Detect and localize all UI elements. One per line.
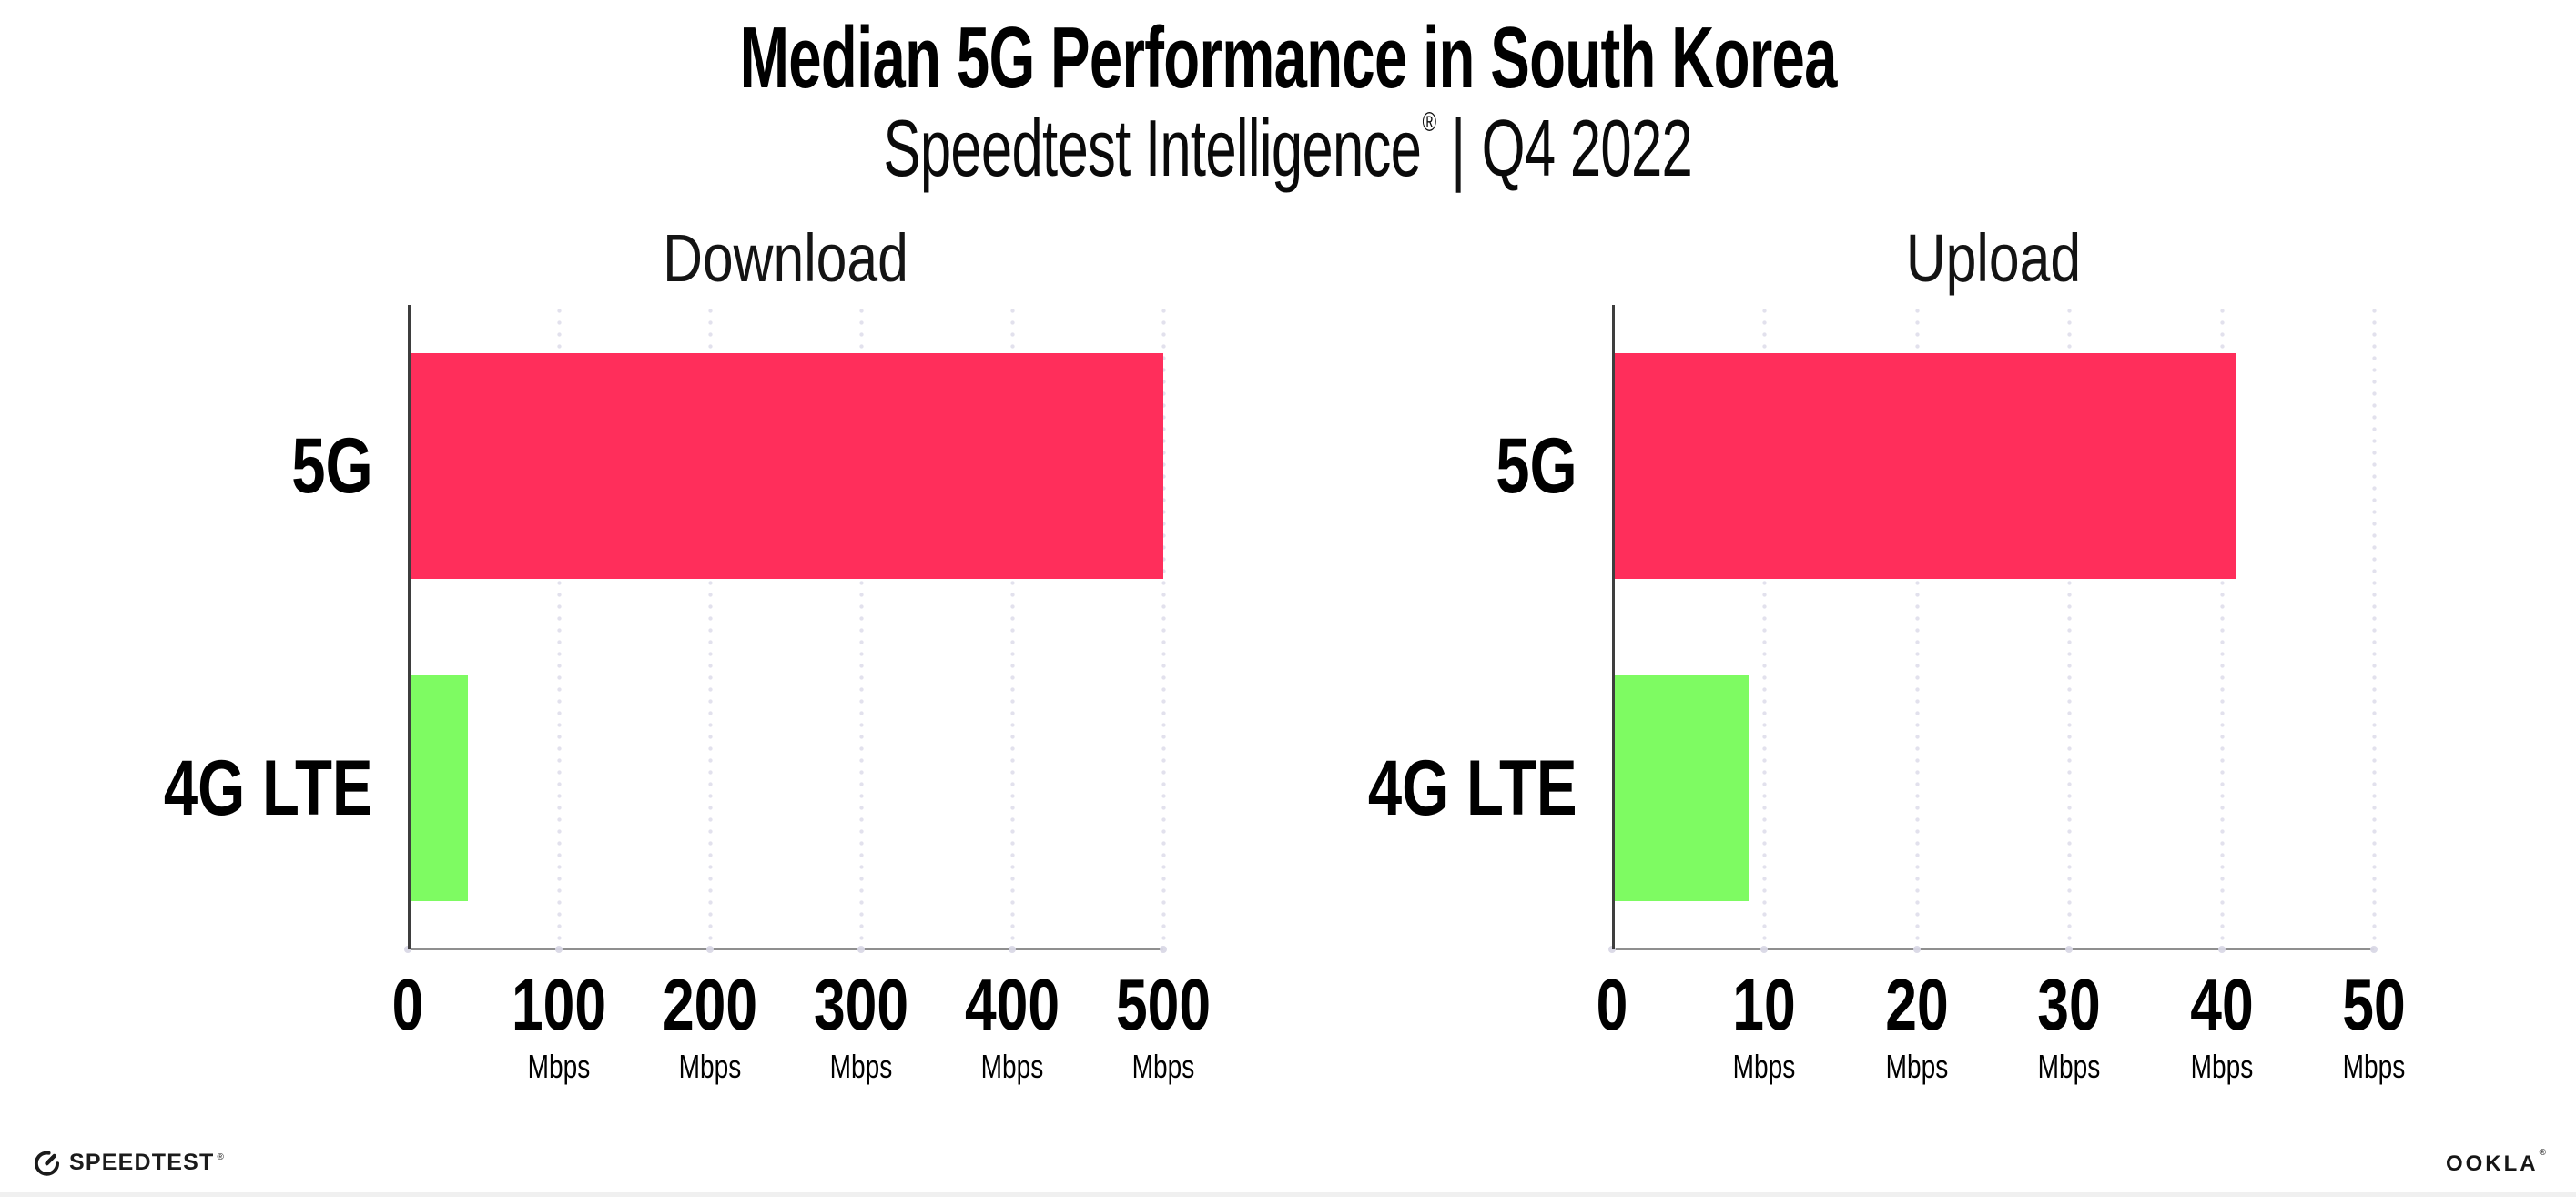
speedtest-wordmark: SPEEDTEST	[69, 1150, 215, 1175]
gridline-40	[2219, 305, 2225, 949]
tick-mark-0	[404, 946, 411, 953]
x-tick-value: 0	[391, 964, 424, 1045]
x-axis-line	[1612, 948, 2374, 950]
x-tick-unit: Mbps	[527, 1048, 591, 1085]
subtitle: Speedtest Intelligence® | Q4 2022	[0, 106, 2576, 190]
gridline-200	[708, 305, 713, 949]
ookla-registered-mark: ®	[2539, 1148, 2546, 1158]
x-tick-unit: Mbps	[1131, 1048, 1195, 1085]
y-axis-spine	[1612, 305, 1615, 949]
plot-area-upload: Upload 5G 4G LTE 0 10 Mbps 20 Mbps 30 Mbps 40 Mbps 5…	[1368, 225, 2406, 1083]
bar-5g	[408, 353, 1163, 579]
y-axis-spine	[408, 305, 411, 949]
x-tick-unit: Mbps	[678, 1048, 742, 1085]
x-tick-value: 20	[1885, 964, 1949, 1045]
x-tick-label-20: 20 Mbps	[1885, 964, 1949, 1085]
chart-title-download: Download	[663, 220, 908, 296]
tick-mark-500	[1160, 946, 1167, 953]
tick-mark-400	[1009, 946, 1016, 953]
ookla-logo: OOKLA ®	[2445, 1148, 2546, 1176]
x-tick-value: 100	[511, 964, 607, 1045]
x-tick-label-40: 40 Mbps	[2189, 964, 2254, 1085]
tick-mark-200	[706, 946, 714, 953]
x-tick-unit: Mbps	[2342, 1048, 2406, 1085]
x-tick-label-0: 0	[1596, 964, 1628, 1045]
x-tick-label-500: 500 Mbps	[1115, 964, 1212, 1085]
tick-mark-40	[2217, 946, 2226, 953]
x-tick-label-100: 100 Mbps	[511, 964, 607, 1085]
chart-title-upload: Upload	[1905, 220, 2081, 296]
x-tick-value: 500	[1115, 964, 1212, 1045]
x-tick-label-10: 10 Mbps	[1732, 964, 1797, 1085]
subtitle-separator: |	[1451, 102, 1465, 193]
x-tick-value: 50	[2342, 964, 2406, 1045]
x-tick-label-50: 50 Mbps	[2342, 964, 2406, 1085]
x-tick-value: 40	[2189, 964, 2254, 1045]
x-tick-value: 30	[2037, 964, 2101, 1045]
x-tick-unit: Mbps	[980, 1048, 1044, 1085]
speedtest-gauge-icon	[34, 1151, 60, 1176]
gridline-10	[1762, 305, 1768, 949]
x-tick-unit: Mbps	[829, 1048, 893, 1085]
bar-4g-lte	[1612, 675, 1749, 901]
x-tick-value: 300	[813, 964, 909, 1045]
subtitle-text: Speedtest Intelligence® | Q4 2022	[884, 106, 1693, 190]
tick-mark-20	[1912, 946, 1921, 953]
x-tick-value: 200	[662, 964, 758, 1045]
bar-5g	[1612, 353, 2237, 579]
x-tick-value: 10	[1732, 964, 1797, 1045]
tick-mark-10	[1760, 946, 1769, 953]
tick-mark-50	[2370, 946, 2378, 953]
category-label-4g-lte: 4G LTE	[1368, 745, 1577, 832]
x-tick-unit: Mbps	[2190, 1048, 2253, 1085]
gridline-50	[2372, 305, 2377, 949]
tick-mark-0	[1608, 946, 1616, 953]
gridline-500	[1161, 305, 1166, 949]
tick-mark-100	[555, 946, 563, 953]
x-tick-label-0: 0	[391, 964, 424, 1045]
x-tick-label-30: 30 Mbps	[2037, 964, 2101, 1085]
gridline-100	[557, 305, 562, 949]
category-label-5g: 5G	[1496, 422, 1577, 510]
category-label-5g: 5G	[291, 422, 373, 510]
x-tick-unit: Mbps	[1885, 1048, 1949, 1085]
page-title: Median 5G Performance in South Korea	[739, 9, 1837, 107]
gridline-400	[1010, 305, 1015, 949]
subtitle-brand: Speedtest Intelligence	[883, 102, 1422, 193]
tick-mark-30	[2065, 946, 2074, 953]
x-tick-label-300: 300 Mbps	[813, 964, 909, 1085]
gridline-300	[859, 305, 864, 949]
header: Median 5G Performance in South Korea Spe…	[0, 0, 2576, 190]
speedtest-registered-mark: ®	[217, 1152, 224, 1162]
tick-mark-300	[857, 946, 865, 953]
x-axis-line	[408, 948, 1163, 950]
bottom-border	[0, 1192, 2576, 1197]
plot-area-download: Download 5G 4G LTE 0 100 Mbps 200 Mbps 300 Mbps 40…	[164, 225, 1211, 1083]
x-tick-label-400: 400 Mbps	[964, 964, 1060, 1085]
gridline-20	[1914, 305, 1920, 949]
x-tick-unit: Mbps	[2037, 1048, 2101, 1085]
x-tick-unit: Mbps	[1733, 1048, 1796, 1085]
subtitle-period: Q4 2022	[1481, 102, 1693, 193]
registered-mark: ®	[1422, 107, 1436, 137]
bar-4g-lte	[408, 675, 469, 901]
gridline-30	[2067, 305, 2073, 949]
x-tick-value: 0	[1596, 964, 1628, 1045]
speedtest-logo: SPEEDTEST ®	[33, 1149, 224, 1177]
ookla-wordmark: OOKLA	[2445, 1151, 2539, 1176]
category-label-4g-lte: 4G LTE	[164, 745, 373, 832]
x-tick-label-200: 200 Mbps	[662, 964, 758, 1085]
x-tick-value: 400	[964, 964, 1060, 1045]
